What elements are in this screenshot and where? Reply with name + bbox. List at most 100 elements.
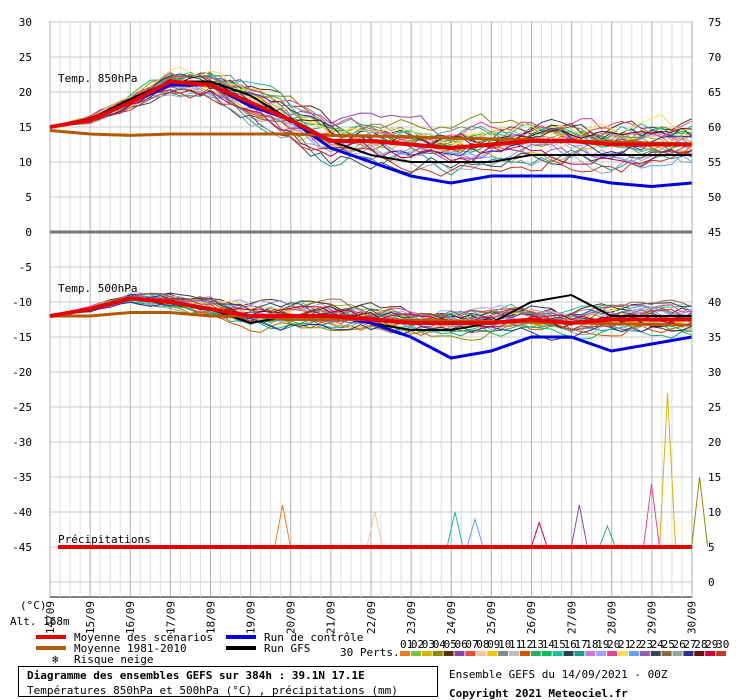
precip-member-spike xyxy=(446,511,464,548)
pert-number: 05 xyxy=(444,638,457,651)
pert-number: 06 xyxy=(455,638,468,651)
pert-number: 04 xyxy=(433,638,447,651)
pert-number: 16 xyxy=(564,638,577,651)
run-info-block: Ensemble GEFS du 14/09/2021 - 00Z Copyri… xyxy=(449,668,668,700)
legend-label-control: Run de contrôle xyxy=(264,631,363,644)
pert-number: 07 xyxy=(465,638,478,651)
pert-swatch xyxy=(509,651,519,656)
pert-number: 25 xyxy=(662,638,675,651)
mean-line-t500 xyxy=(49,296,692,326)
left-tick-label: -10 xyxy=(12,296,32,309)
member-line-t850 xyxy=(49,92,692,177)
precip-member-spike xyxy=(570,504,588,548)
pert-number: 13 xyxy=(531,638,544,651)
precip-member-spike xyxy=(274,504,292,548)
left-tick-label: -15 xyxy=(12,331,32,344)
left-tick-label: 20 xyxy=(19,86,32,99)
right-tick-label: 55 xyxy=(708,156,721,169)
legend-label-snow: Risque neige xyxy=(74,653,153,666)
pert-number: 28 xyxy=(694,638,707,651)
pert-swatch xyxy=(639,651,650,656)
left-tick-label: 10 xyxy=(19,156,32,169)
pert-swatch xyxy=(672,651,683,656)
left-tick-label: 0 xyxy=(25,226,32,239)
pert-swatch xyxy=(552,651,563,656)
x-date-label: 14/09 xyxy=(44,601,57,634)
member-line-t500 xyxy=(49,301,692,341)
member-line-t850 xyxy=(49,85,692,156)
pert-number: 14 xyxy=(542,638,556,651)
x-date-label: 17/09 xyxy=(164,601,177,634)
x-date-label: 19/09 xyxy=(245,601,258,634)
x-date-label: 27/09 xyxy=(565,601,578,634)
copyright: Copyright 2021 Meteociel.fr xyxy=(449,687,628,700)
member-line-t850 xyxy=(49,85,692,163)
pert-number: 22 xyxy=(629,638,642,651)
altitude-label: Alt. 168m xyxy=(10,615,70,628)
precip-member-spike xyxy=(643,483,660,548)
mean-line-t850 xyxy=(49,79,692,151)
pert-swatch xyxy=(465,651,476,656)
x-date-label: 20/09 xyxy=(285,601,298,634)
precip-member-spike xyxy=(691,476,709,548)
pert-swatch xyxy=(530,651,541,656)
right-tick-label: 15 xyxy=(708,471,721,484)
x-date-label: 26/09 xyxy=(525,601,538,634)
legend-label-clim: Moyenne 1981-2010 xyxy=(74,642,187,655)
pert-swatch xyxy=(410,651,421,656)
x-date-label: 15/09 xyxy=(84,601,97,634)
left-tick-label: 30 xyxy=(19,16,32,29)
pert-swatch xyxy=(628,651,639,656)
precip-member-spike xyxy=(598,524,616,548)
precip-member-spike xyxy=(466,517,484,548)
x-date-label: 30/09 xyxy=(686,601,699,634)
pert-number: 17 xyxy=(574,638,587,651)
pert-swatch xyxy=(421,651,432,656)
pert-number: 19 xyxy=(596,638,609,651)
x-date-label: 24/09 xyxy=(445,601,458,634)
pert-number: 11 xyxy=(509,638,522,651)
pert-number: 09 xyxy=(487,638,500,651)
x-date-label: 18/09 xyxy=(204,601,217,634)
right-tick-label: 40 xyxy=(708,296,721,309)
pert-number: 26 xyxy=(673,638,686,651)
pert-swatch xyxy=(683,651,694,656)
pert-swatch xyxy=(694,651,705,656)
precip-member-spike xyxy=(659,392,677,548)
right-tick-label: 25 xyxy=(708,401,721,414)
right-tick-label: 75 xyxy=(708,16,721,29)
pert-number: 12 xyxy=(520,638,533,651)
right-tick-label: 20 xyxy=(708,436,721,449)
member-line-t850 xyxy=(49,88,692,175)
x-date-label: 22/09 xyxy=(365,601,378,634)
pert-swatch xyxy=(563,651,574,656)
pert-number: 24 xyxy=(651,638,665,651)
pert-swatch xyxy=(716,651,727,656)
pert-number: 20 xyxy=(607,638,620,651)
x-date-label: 25/09 xyxy=(485,601,498,634)
x-date-label: 16/09 xyxy=(124,601,137,634)
x-date-label: 21/09 xyxy=(325,601,338,634)
left-tick-label: 25 xyxy=(19,51,32,64)
pert-swatch xyxy=(400,651,410,656)
left-tick-label: -35 xyxy=(12,471,32,484)
pert-number: 27 xyxy=(683,638,696,651)
precip-member-spike xyxy=(366,511,384,548)
pert-number: 01 xyxy=(400,638,413,651)
pert-number: 02 xyxy=(411,638,424,651)
pert-swatch xyxy=(596,651,607,656)
pert-number: 10 xyxy=(498,638,511,651)
member-line-t850 xyxy=(49,71,692,144)
pert-number: 03 xyxy=(422,638,435,651)
pert-swatch xyxy=(498,651,509,656)
left-tick-label: -45 xyxy=(12,541,32,554)
pert-swatch xyxy=(487,651,498,656)
pert-swatch xyxy=(705,651,716,656)
pert-number: 29 xyxy=(705,638,718,651)
legend-label-gfs: Run GFS xyxy=(264,642,310,655)
pert-swatch xyxy=(618,651,628,656)
pert-number: 30 xyxy=(716,638,729,651)
chart-subtitle: Températures 850hPa et 500hPa (°C) , pré… xyxy=(27,684,398,697)
left-tick-label: -40 xyxy=(12,506,32,519)
